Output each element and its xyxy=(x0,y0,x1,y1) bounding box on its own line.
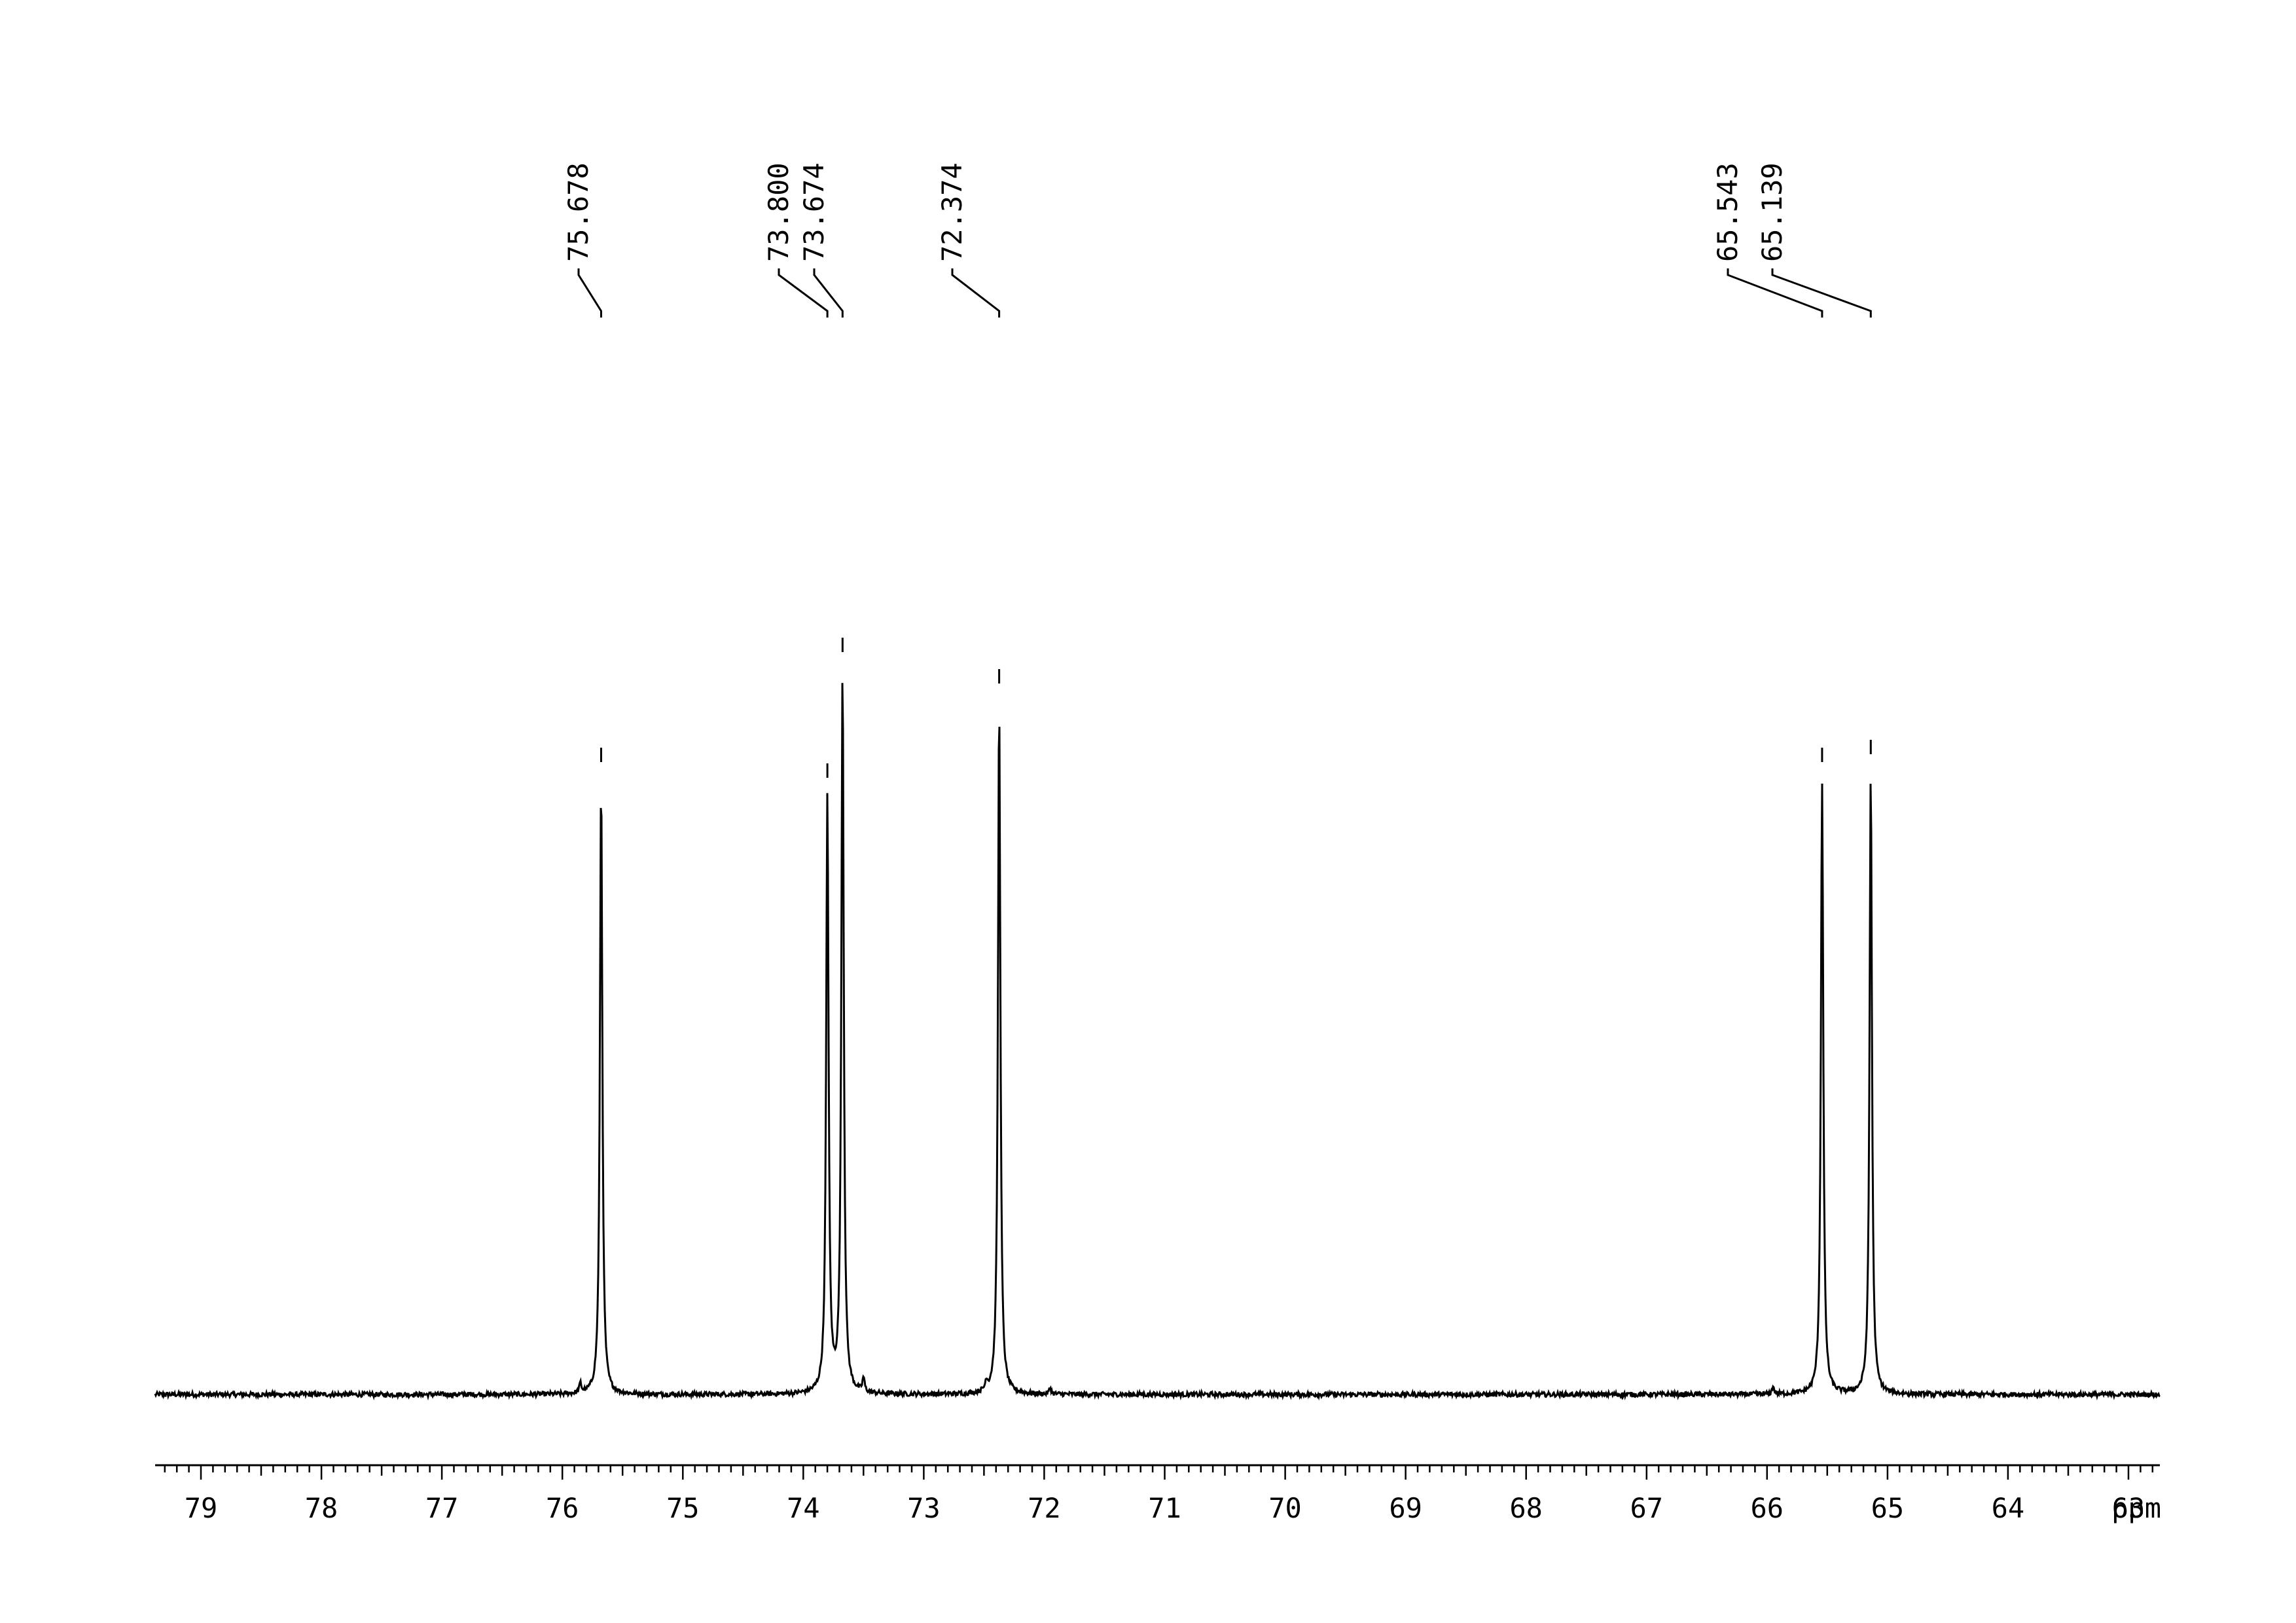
x-tick-label-64: 64 xyxy=(1992,1492,2025,1524)
x-tick-label-78: 78 xyxy=(305,1492,338,1524)
x-axis-minor-ticks xyxy=(164,1465,2154,1480)
peak-label-1: 73.800 xyxy=(762,162,795,262)
x-tick-label-73: 73 xyxy=(907,1492,941,1524)
x-tick-label-67: 67 xyxy=(1630,1492,1663,1524)
x-tick-label-72: 72 xyxy=(1028,1492,1061,1524)
peak-pick-lines xyxy=(577,268,1872,318)
peak-top-markers xyxy=(600,638,1872,778)
spectrum-trace xyxy=(154,683,2161,1401)
x-tick-label-63: 63 xyxy=(2112,1492,2145,1524)
peak-label-3: 72.374 xyxy=(936,162,968,262)
x-tick-label-65: 65 xyxy=(1871,1492,1905,1524)
x-axis-unit-label: ppm xyxy=(2111,1492,2161,1524)
x-tick-label-74: 74 xyxy=(787,1492,820,1524)
peak-pick-line-4 xyxy=(1727,268,1823,318)
peak-pick-line-3 xyxy=(951,268,1001,318)
x-tick-label-75: 75 xyxy=(666,1492,700,1524)
x-tick-label-77: 77 xyxy=(425,1492,459,1524)
x-tick-label-71: 71 xyxy=(1148,1492,1181,1524)
x-tick-label-66: 66 xyxy=(1751,1492,1784,1524)
peak-pick-line-2 xyxy=(813,268,844,318)
peak-label-5: 65.139 xyxy=(1756,162,1788,262)
peak-labels: 75.678 73.800 73.674 72.374 65.543 65.139 xyxy=(562,162,1788,262)
peak-label-0: 75.678 xyxy=(562,162,594,262)
peak-label-2: 73.674 xyxy=(798,162,830,262)
x-tick-label-69: 69 xyxy=(1389,1492,1422,1524)
peak-label-4: 65.543 xyxy=(1712,162,1744,262)
x-tick-label-68: 68 xyxy=(1509,1492,1543,1524)
peak-pick-line-0 xyxy=(577,268,602,318)
x-tick-label-70: 70 xyxy=(1268,1492,1302,1524)
peak-pick-line-1 xyxy=(778,268,829,318)
x-tick-label-79: 79 xyxy=(185,1492,218,1524)
x-tick-label-76: 76 xyxy=(546,1492,579,1524)
peak-pick-line-5 xyxy=(1771,268,1872,318)
